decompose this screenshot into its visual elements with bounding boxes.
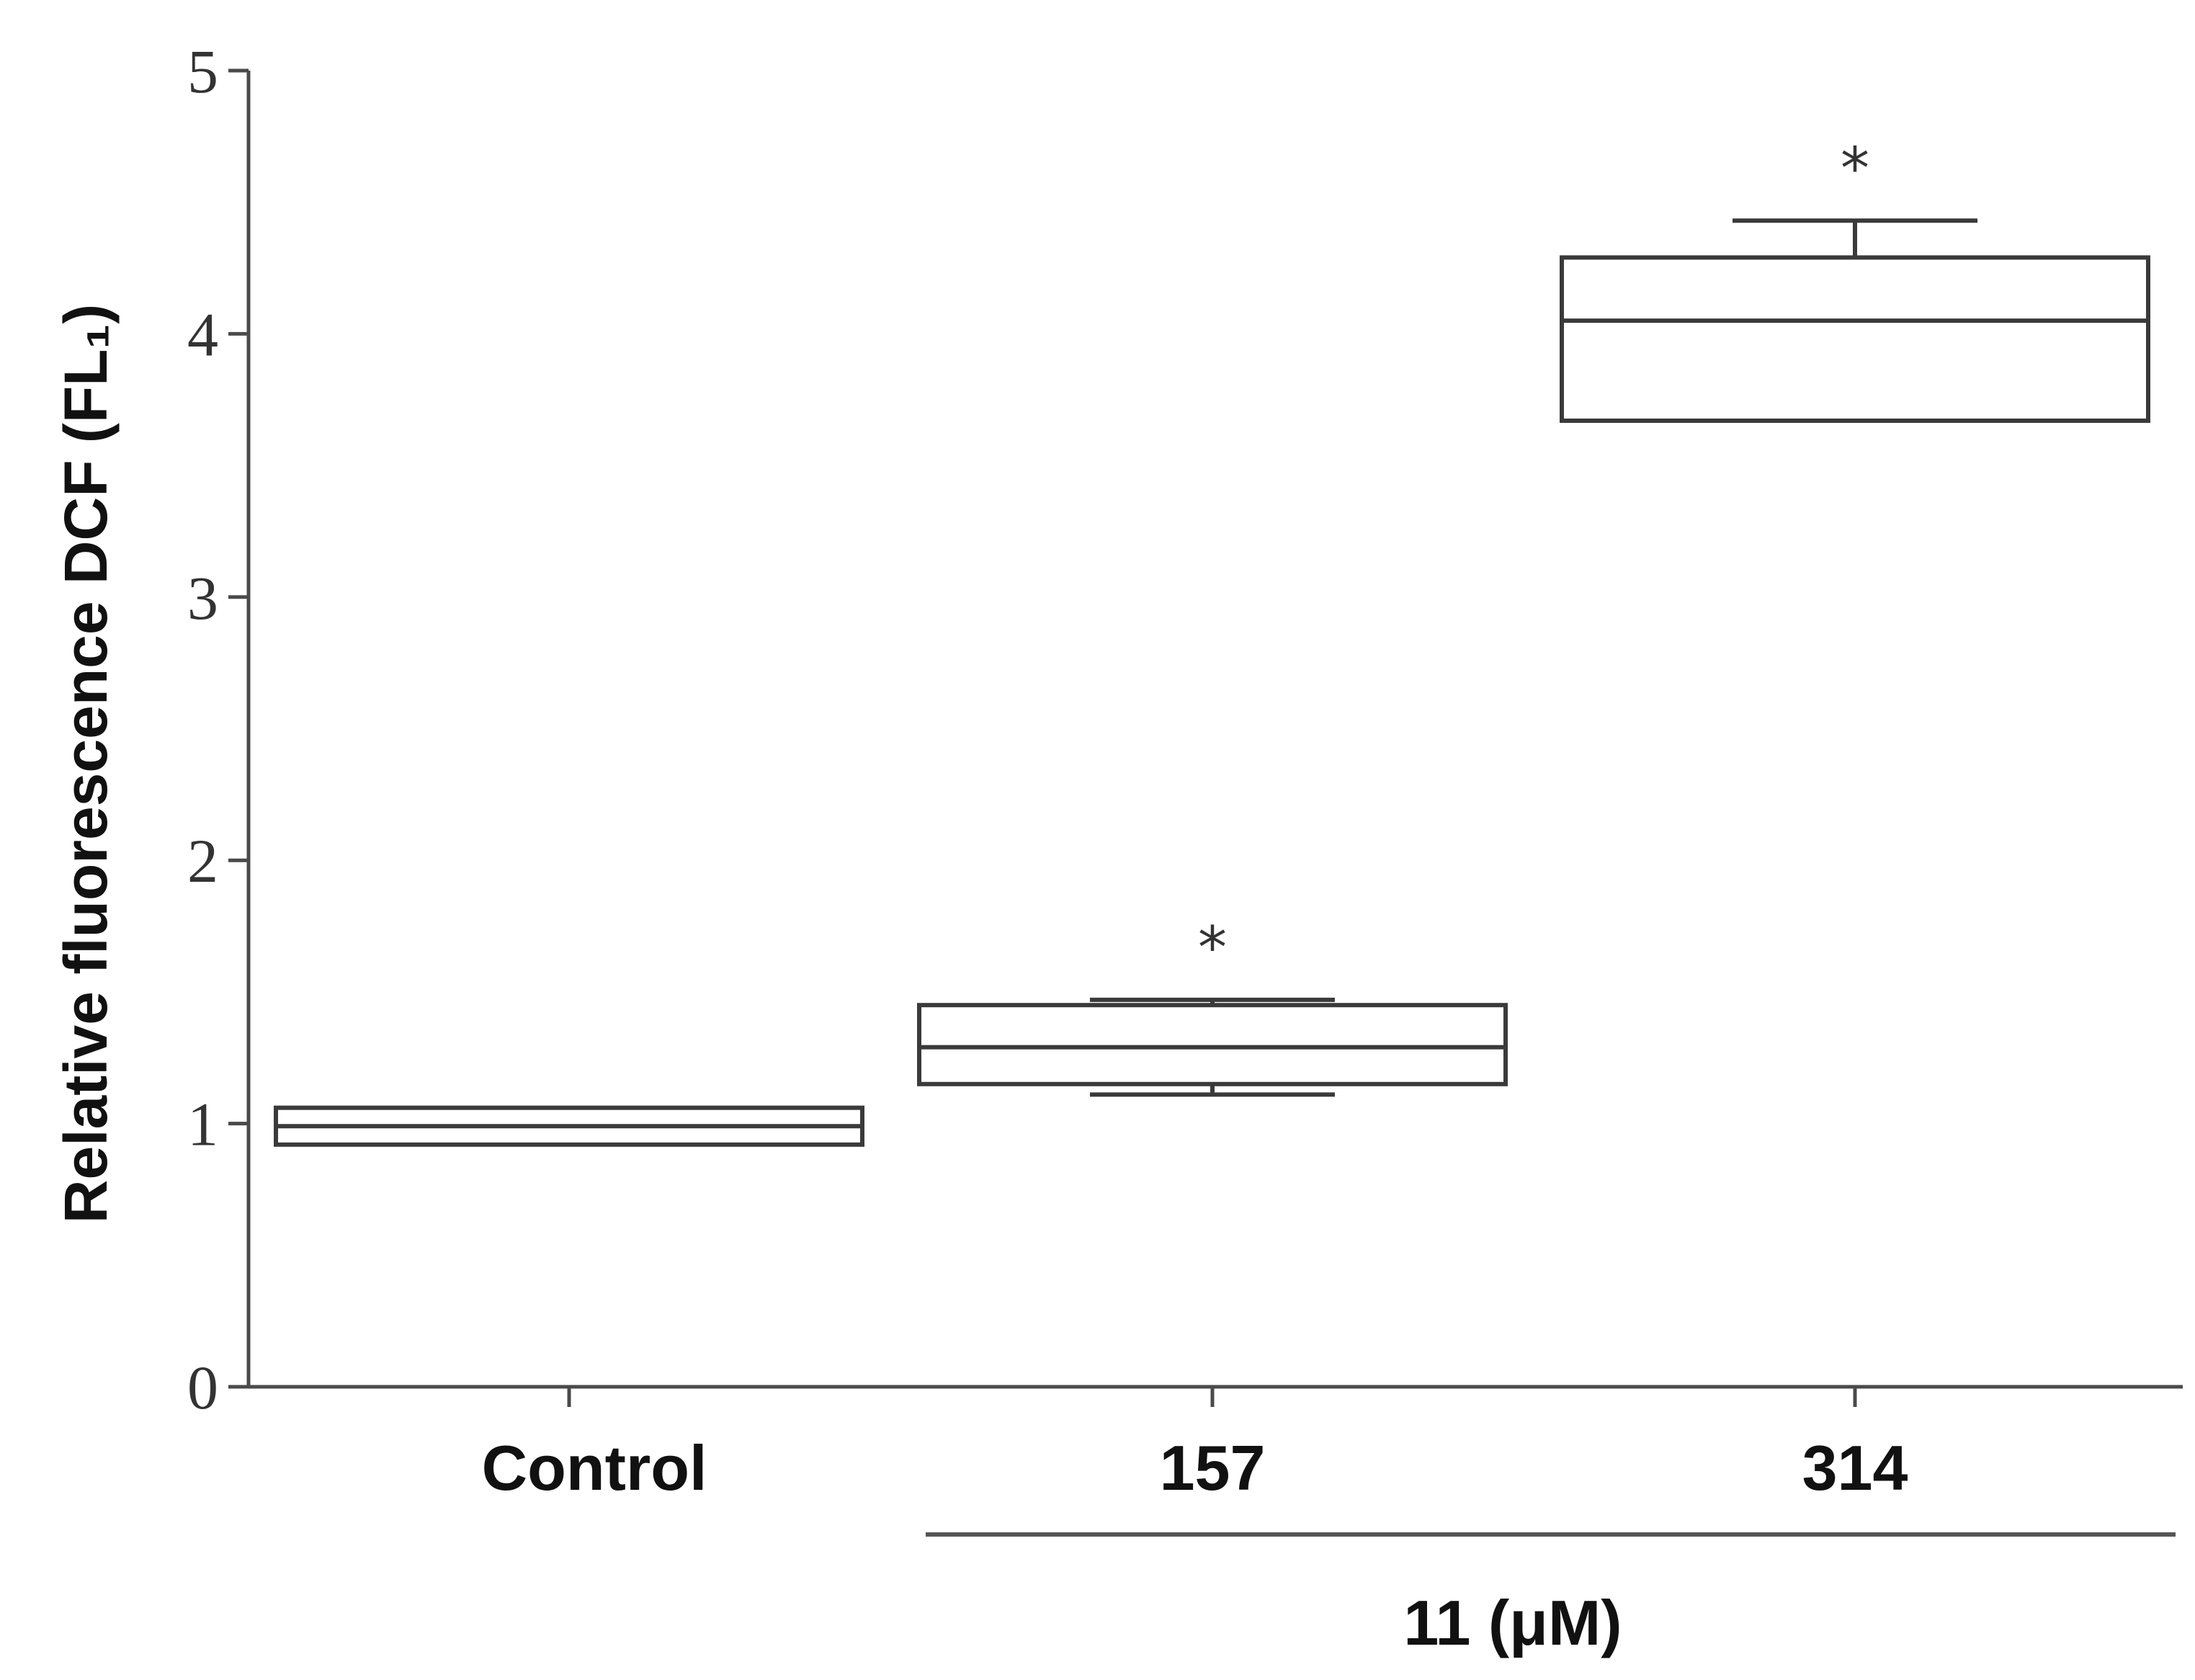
box-rect bbox=[1560, 255, 2150, 423]
x-tick-label: 157 bbox=[1160, 1432, 1266, 1503]
box-157: * bbox=[917, 914, 1508, 1097]
y-axis-label: Relative fluorescence DCF (FL₁) bbox=[52, 304, 120, 1223]
boxes: ** bbox=[274, 135, 2150, 1147]
x-tick-label: 314 bbox=[1802, 1432, 1908, 1503]
y-tick-label: 3 bbox=[187, 563, 218, 633]
significance-marker: * bbox=[1841, 135, 1869, 202]
y-tick-label: 0 bbox=[187, 1353, 218, 1422]
significance-marker: * bbox=[1198, 914, 1227, 981]
y-tick-label: 2 bbox=[187, 826, 218, 895]
group-label: 11 (μM) bbox=[1403, 1587, 1622, 1658]
y-ticks: 0 1 2 3 4 5 bbox=[187, 37, 249, 1422]
x-tick-label: Control bbox=[482, 1432, 707, 1503]
box-control bbox=[274, 1105, 864, 1147]
y-tick-label: 1 bbox=[187, 1090, 218, 1159]
box-314: * bbox=[1560, 135, 2150, 423]
y-tick-label: 4 bbox=[187, 300, 218, 369]
box-rect bbox=[917, 1003, 1508, 1086]
x-ticks: Control 157 314 bbox=[482, 1387, 1908, 1503]
y-tick-label: 5 bbox=[187, 37, 218, 106]
